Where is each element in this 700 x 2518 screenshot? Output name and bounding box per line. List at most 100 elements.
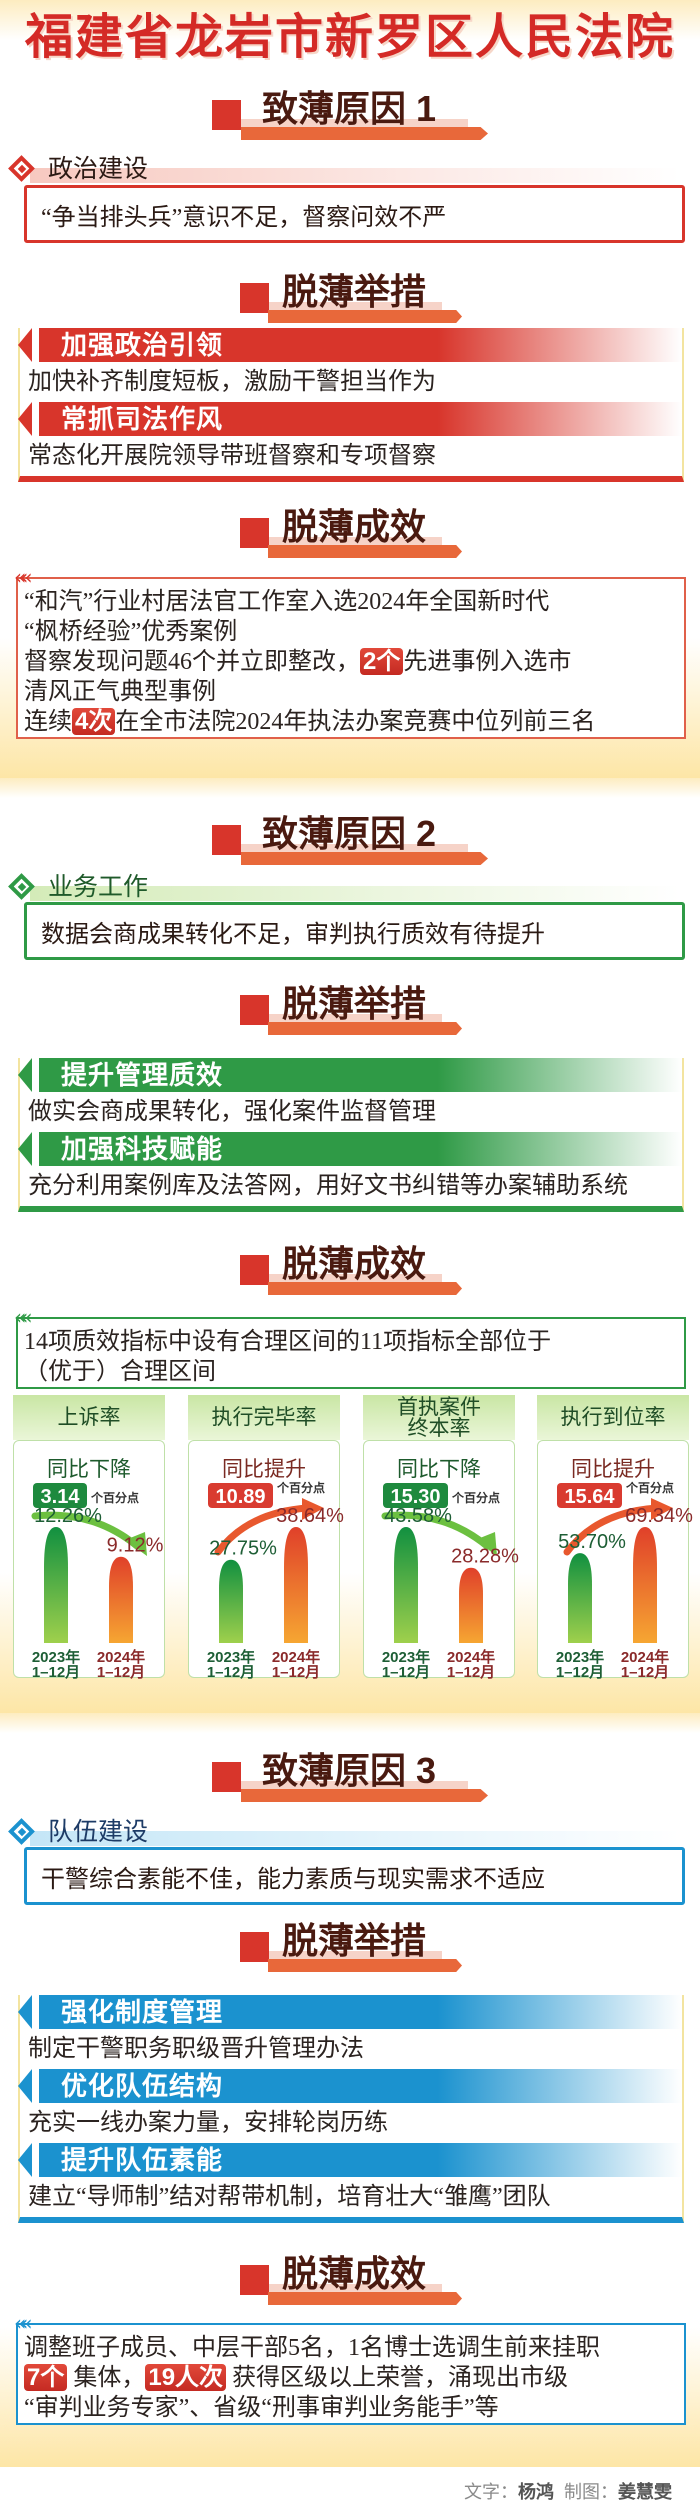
results-box: «« 调整班子成员、中层干部5名，1名博士选调生前来挂职 7个 集体， 19人次 获得… [14,2313,686,2425]
result-line: “枫桥经验”优秀案例 [24,617,684,647]
change-badge [556,1482,622,1508]
result-highlight-badge: 4次 [72,708,116,735]
bar-2023 [218,1559,243,1643]
year-label: 2023年 [206,1648,254,1666]
chevrons-left-icon: «« [14,1305,33,1329]
results-heading-shadow [268,537,442,547]
design-credit-label: 制图： [564,2482,618,2502]
results-heading-square [240,2265,269,2295]
value-label: 28.28% [451,1545,519,1567]
result-line: 督察发现问题46个并立即整改， 2个 先进事例入选市 [24,647,684,677]
measure-heading: 加强政治引领 [36,328,682,362]
reason-heading-square [212,100,241,130]
value-label: 43.58% [384,1505,452,1527]
result-line: 连续 4次 在全市法院2024年执法办案竞赛中位列前三名 [24,707,684,737]
change-value: 3.14 [40,1486,80,1508]
measures-heading: 脱薄举措 [282,271,427,312]
measure-text: 制定干警职务职级晋升管理办法 [28,2036,364,2062]
measures-box: 强化制度管理 制定干警职务职级晋升管理办法 优化队伍结构 充实一线办案力量，安排轮岗历… [18,1995,684,2223]
metric-panel: 同比下降 3.14 个百分点 12.26% 2023年 1–12月 9.12% 2024年 1–… [13,1440,165,1681]
period-label: 1–12月 [620,1664,668,1681]
measures-heading: 脱薄举措 [282,983,427,1024]
reason-heading-square [212,825,241,855]
arrow-left-icon [18,2069,32,2103]
metric-title: 执行完毕率 [188,1395,340,1440]
value-label: 27.75% [209,1537,277,1559]
period-label: 1–12月 [206,1664,254,1681]
result-line: 7个 集体， 19人次 获得区级以上荣誉，涌现出市级 [24,2363,684,2393]
results-box: «« 14项质效指标中设有合理区间的11项指标全部位于 （优于）合理区间 [14,1307,686,1389]
change-label: 同比提升 [571,1458,655,1481]
result-line: 调整班子成员、中层干部5名，1名博士选调生前来挂职 [24,2333,684,2363]
value-label: 12.26% [34,1505,102,1527]
value-label: 69.34% [625,1505,693,1527]
period-label: 1–12月 [271,1664,319,1681]
problem-statement: 干警综合素能不佳，能力素质与现实需求不适应 [24,1847,685,1905]
arrow-left-icon [18,2143,32,2177]
change-badge [382,1482,448,1508]
change-label: 同比下降 [47,1458,131,1481]
reason-heading: 致薄原因 2 [262,813,437,854]
arrowhead-icon [124,1531,147,1556]
results-box: «« “和汽”行业村居法官工作室入选2024年全国新时代 “枫桥经验”优秀案例 督察发… [14,567,686,739]
text-credit-label: 文字： [463,2482,518,2502]
results-heading-square [240,518,269,548]
results-heading: 脱薄成效 [282,1243,427,1284]
year-label: 2023年 [381,1648,429,1666]
arrow-down-icon [31,1511,140,1549]
metric-title: 执行到位率 [537,1395,689,1440]
result-text: 调整班子成员、中层干部5名，1名博士选调生前来挂职 [24,2335,600,2361]
measure-text: 建立“导师制”结对帮带机制，培育壮大“雏鹰”团队 [28,2184,551,2210]
measure-text: 充分利用案例库及法答网，用好文书纠错等办案辅助系统 [28,1173,628,1199]
arrow-left-icon [18,1995,32,2029]
arrow-down-icon [381,1511,490,1549]
credits: 文字：杨鸿 制图：姜慧雯 [464,2478,672,2504]
measures-heading-underline [268,310,462,323]
change-unit: 个百分点 [625,1480,674,1495]
reason-heading: 致薄原因 3 [262,1750,437,1791]
change-unit: 个百分点 [276,1480,325,1495]
reason-heading: 致薄原因 1 [262,88,437,129]
category-label: 队伍建设 [48,1818,149,1846]
year-label: 2023年 [31,1648,79,1666]
result-text: “枫桥经验”优秀案例 [24,619,238,645]
change-value: 15.64 [564,1486,615,1508]
reason-heading-shadow [241,844,468,854]
results-heading-underline [268,1282,462,1295]
measure-text: 加快补齐制度短板，激励干警担当作为 [28,369,436,395]
change-label: 同比下降 [397,1458,481,1481]
result-text: 14项质效指标中设有合理区间的11项指标全部位于 [24,1329,552,1355]
bar-2023 [43,1526,68,1643]
measures-box: 加强政治引领 加快补齐制度短板，激励干警担当作为 常抓司法作风 常态化开展院领导带班督… [18,328,684,482]
page-title: 福建省龙岩市新罗区人民法院 [24,11,675,64]
bar-2024 [108,1556,133,1643]
category-band [30,886,680,901]
result-line: 14项质效指标中设有合理区间的11项指标全部位于 [24,1327,684,1357]
change-unit: 个百分点 [90,1490,139,1505]
value-label: 38.64% [276,1505,344,1527]
measure-heading: 强化制度管理 [36,1995,682,2029]
result-text: 清风正气典型事例 [24,679,216,705]
measure-heading: 提升管理质效 [36,1058,682,1092]
measures-box: 提升管理质效 做实会商成果转化，强化案件监督管理 加强科技赋能 充分利用案例库及法答网… [18,1058,684,1212]
results-heading-shadow [268,1274,442,1284]
value-label: 53.70% [558,1531,626,1553]
results-heading-shadow [268,2284,442,2294]
metric-panel: 同比提升 15.64 个百分点 53.70% 2023年 1–12月 69.34% 2024年… [537,1440,693,1681]
arrow-left-icon [18,1058,32,1092]
bar-2023 [567,1552,592,1643]
arrow-left-icon [18,328,32,362]
measure-heading: 提升队伍素能 [36,2143,682,2177]
bar-2024 [632,1526,657,1643]
measures-heading-square [240,1932,269,1962]
arrow-left-icon [18,1132,32,1166]
measures-heading: 脱薄举措 [282,1920,427,1961]
reason-heading-underline [241,1789,488,1802]
reason-heading-shadow [241,119,468,129]
measure-text: 做实会商成果转化，强化案件监督管理 [28,1099,436,1125]
reason-heading-underline [241,127,488,140]
result-text: 连续 [24,709,72,735]
value-label: 9.12% [106,1534,163,1556]
